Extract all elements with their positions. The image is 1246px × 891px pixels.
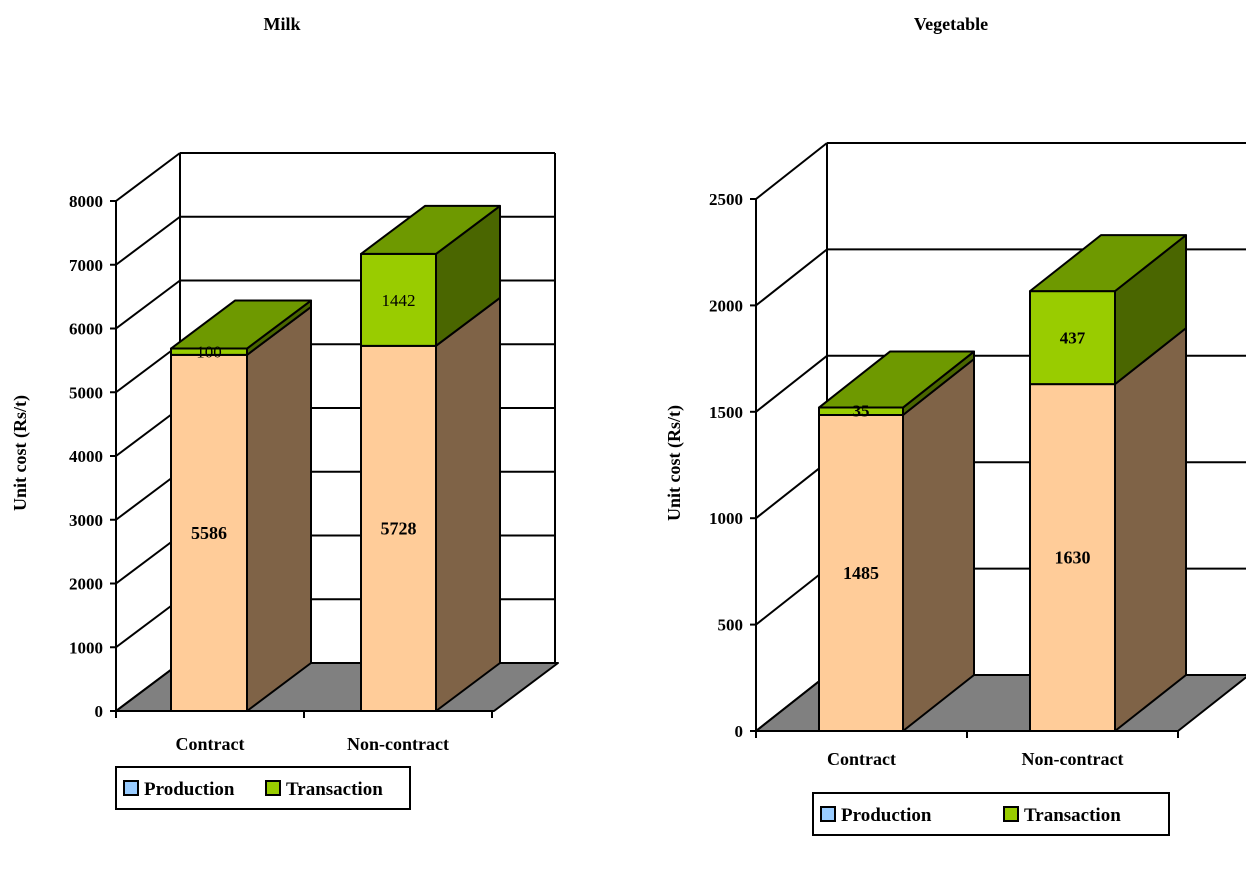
- y-tick-label: 2000: [709, 296, 743, 315]
- data-label-production: 1630: [1055, 548, 1091, 568]
- gridline-diagonal: [115, 343, 181, 394]
- data-label-production: 5586: [191, 523, 227, 543]
- y-axis-label: Unit cost (Rs/t): [10, 395, 31, 511]
- legend-box: [115, 766, 411, 810]
- gridline-diagonal: [115, 598, 181, 649]
- y-tick-label: 2000: [69, 575, 103, 594]
- legend-label: Transaction: [286, 779, 383, 800]
- chart-title: Vegetable: [914, 14, 988, 34]
- gridline-diagonal: [755, 567, 828, 626]
- bar-top: [818, 350, 975, 409]
- data-label-transaction: 437: [1060, 329, 1086, 348]
- bar-production-side: [902, 357, 975, 732]
- x-tick-label: Contract: [176, 734, 245, 754]
- gridline-diagonal: [115, 279, 181, 330]
- gridline-diagonal: [755, 248, 828, 307]
- gridline-diagonal: [115, 534, 181, 585]
- gridline-diagonal: [755, 461, 828, 519]
- x-tick-label: Non-contract: [347, 734, 449, 754]
- y-tick-label: 2500: [709, 190, 743, 209]
- chart-title: Milk: [263, 14, 300, 34]
- y-tick-label: 8000: [69, 192, 103, 211]
- data-label-transaction: 100: [196, 343, 222, 362]
- milk-chart: 0 1000 2000 3000 4000 5000 6000 7000 8000 5586 100…: [10, 14, 559, 810]
- y-tick-label: 500: [718, 616, 744, 635]
- y-tick-label: 4000: [69, 447, 103, 466]
- gridline-diagonal: [755, 674, 828, 732]
- gridline-diagonal: [115, 152, 181, 202]
- gridline-diagonal: [115, 407, 181, 457]
- y-tick-label: 3000: [69, 511, 103, 530]
- data-label-production: 1485: [843, 563, 879, 583]
- bar-top: [360, 204, 501, 255]
- legend-label: Production: [841, 805, 932, 826]
- y-tick-label: 1000: [709, 509, 743, 528]
- y-tick-label: 6000: [69, 320, 103, 339]
- gridline-diagonal: [115, 662, 181, 712]
- legend-swatch-production: [820, 806, 836, 822]
- legend-swatch-production: [123, 780, 139, 796]
- legend-label: Production: [144, 779, 235, 800]
- x-tick-label: Contract: [827, 749, 896, 769]
- gridline-diagonal: [755, 355, 828, 413]
- bar-production-side: [246, 305, 312, 712]
- bar-contract: 5586 100: [170, 299, 312, 712]
- bar-top: [170, 299, 312, 350]
- bar-production-side: [435, 296, 501, 712]
- y-tick-label: 7000: [69, 256, 103, 275]
- y-tick-label: 5000: [69, 383, 103, 402]
- y-tick-label: 1000: [69, 638, 103, 657]
- y-tick-label: 0: [95, 702, 104, 721]
- y-tick-label: 0: [735, 722, 744, 741]
- data-label-transaction: 35: [853, 402, 870, 421]
- legend-label: Transaction: [1024, 805, 1121, 826]
- gridline-diagonal: [115, 470, 181, 521]
- data-label-production: 5728: [381, 518, 417, 538]
- legend: Production Transaction: [812, 792, 1170, 836]
- legend-box: [812, 792, 1170, 836]
- bar-top: [1029, 234, 1187, 293]
- legend: Production Transaction: [115, 766, 411, 810]
- legend-swatch-transaction: [1003, 806, 1019, 822]
- bar-non-contract: 1630 437: [1029, 234, 1187, 732]
- gridline-diagonal: [755, 142, 828, 200]
- legend-swatch-transaction: [265, 780, 281, 796]
- gridline-diagonal: [115, 215, 181, 266]
- y-axis-label: Unit cost (Rs/t): [664, 405, 685, 521]
- y-tick-label: 1500: [709, 403, 743, 422]
- bar-contract: 1485 35: [818, 350, 975, 732]
- vegetable-chart: 0 500 1000 1500 2000 2500 1485 35 Contract 1630 43…: [664, 14, 1246, 836]
- bar-production-side: [1114, 327, 1187, 732]
- x-tick-label: Non-contract: [1022, 749, 1124, 769]
- data-label-transaction: 1442: [382, 291, 416, 310]
- bar-non-contract: 5728 1442: [360, 204, 501, 712]
